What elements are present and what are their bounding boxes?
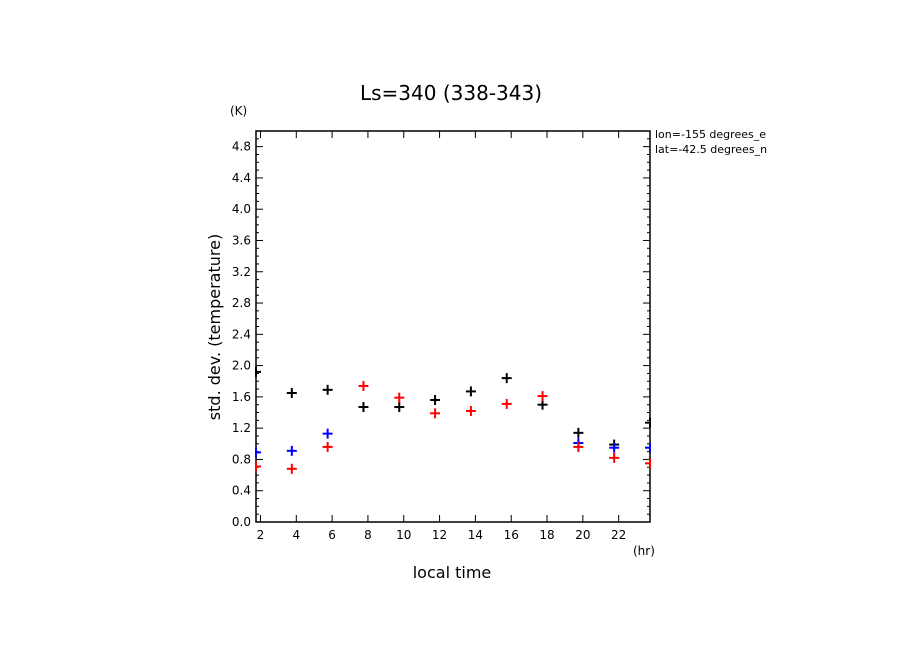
plot-frame — [255, 130, 651, 523]
series-2-point-10 — [609, 452, 620, 463]
axis-ticks: 2 4 6 8 10 12 14 16 18 20 22 0.0 0.4 0.8 1.2 1.6 2.0 2.4 2… — [232, 131, 650, 542]
series-2-point-2 — [322, 441, 333, 452]
series-2-point-5 — [430, 408, 441, 419]
y-tick-label-1: 0.4 — [232, 484, 251, 498]
y-tick-label-2: 0.8 — [232, 452, 251, 466]
series-1-point-1 — [286, 445, 297, 456]
x-tick-label-5: 12 — [432, 528, 447, 542]
series-2-point-6 — [465, 405, 476, 416]
x-tick-label-7: 16 — [504, 528, 519, 542]
y-tick-label-5: 2.0 — [232, 359, 251, 373]
series-0-point-5 — [430, 395, 441, 406]
series-0-point-6 — [465, 386, 476, 397]
x-tick-label-6: 14 — [468, 528, 483, 542]
series-0-point-11 — [645, 417, 651, 428]
x-tick-label-9: 20 — [575, 528, 590, 542]
x-tick-label-1: 4 — [292, 528, 300, 542]
y-tick-label-4: 1.6 — [232, 390, 251, 404]
x-unit-label: (hr) — [633, 544, 655, 558]
series-0-point-8 — [537, 399, 548, 410]
y-unit-label: (K) — [230, 104, 247, 118]
series-0-point-0 — [255, 366, 261, 377]
y-tick-label-12: 4.8 — [232, 140, 251, 154]
annotation-lon: lon=-155 degrees_e — [655, 128, 766, 141]
series-0-point-3 — [358, 402, 369, 413]
x-tick-label-0: 2 — [257, 528, 265, 542]
y-tick-label-9: 3.6 — [232, 233, 251, 247]
y-tick-label-8: 3.2 — [232, 265, 251, 279]
series-2-point-4 — [394, 392, 405, 403]
y-tick-label-10: 4.0 — [232, 202, 251, 216]
series-1-point-5 — [645, 442, 651, 453]
series-0-point-7 — [501, 373, 512, 384]
series-2-point-1 — [286, 463, 297, 474]
annotation-lat: lat=-42.5 degrees_n — [655, 143, 767, 156]
series-1-point-0 — [255, 447, 261, 458]
y-axis-label: std. dev. (temperature) — [205, 234, 224, 420]
x-tick-label-10: 22 — [611, 528, 626, 542]
x-tick-label-3: 8 — [364, 528, 372, 542]
y-tick-label-0: 0.0 — [232, 515, 251, 529]
chart-title: Ls=340 (338-343) — [360, 81, 542, 105]
x-tick-label-4: 10 — [396, 528, 411, 542]
series-1-point-2 — [322, 428, 333, 439]
series-0-point-2 — [322, 384, 333, 395]
x-tick-label-2: 6 — [328, 528, 336, 542]
y-tick-label-6: 2.4 — [232, 327, 251, 341]
series-0-point-9 — [573, 427, 584, 438]
y-tick-label-7: 2.8 — [232, 296, 251, 310]
series-2-point-7 — [501, 398, 512, 409]
y-tick-label-3: 1.2 — [232, 421, 251, 435]
data-markers — [255, 366, 651, 474]
series-0-point-4 — [394, 402, 405, 413]
series-2-point-11 — [645, 458, 651, 469]
series-1-point-4 — [609, 442, 620, 453]
series-2-point-0 — [255, 461, 261, 472]
x-tick-label-8: 18 — [539, 528, 554, 542]
series-2-point-3 — [358, 380, 369, 391]
series-2-point-8 — [537, 391, 548, 402]
series-2-point-9 — [573, 441, 584, 452]
series-0-point-1 — [286, 387, 297, 398]
x-axis-label: local time — [413, 563, 492, 582]
y-tick-label-11: 4.4 — [232, 171, 251, 185]
